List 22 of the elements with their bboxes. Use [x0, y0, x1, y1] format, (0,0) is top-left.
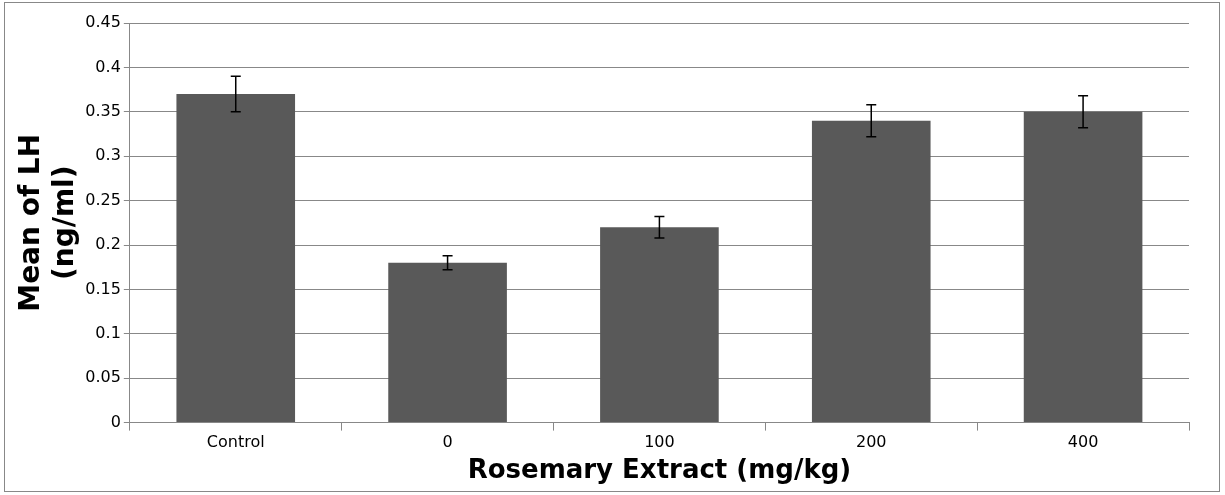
bar — [600, 227, 719, 423]
x-tick-label: Control — [206, 432, 265, 452]
y-tick-label: 0.2 — [95, 234, 121, 254]
x-tick-label: 200 — [855, 432, 887, 452]
y-tick-label: 0 — [110, 411, 121, 431]
y-axis-title: Mean of LH (ng/ml) — [13, 133, 80, 312]
x-tick-label: 400 — [1067, 432, 1099, 452]
bar — [1023, 111, 1143, 423]
y-tick-label: 0.15 — [85, 278, 121, 298]
y-tick-label: 0.4 — [95, 56, 121, 76]
y-tick-label: 0.45 — [85, 12, 121, 32]
y-tick-label: 0.35 — [85, 100, 121, 120]
bar — [176, 94, 296, 423]
x-tick-label: 100 — [644, 432, 675, 452]
y-tick-label: 0.3 — [95, 145, 121, 165]
x-tick-label: 0 — [442, 432, 453, 452]
bar — [388, 262, 507, 423]
bar — [811, 120, 931, 423]
y-tick-label: 0.05 — [85, 367, 121, 387]
y-tick-label: 0.25 — [85, 189, 121, 209]
y-tick-label: 0.1 — [95, 322, 121, 342]
x-axis-title: Rosemary Extract (mg/kg) — [467, 454, 852, 485]
